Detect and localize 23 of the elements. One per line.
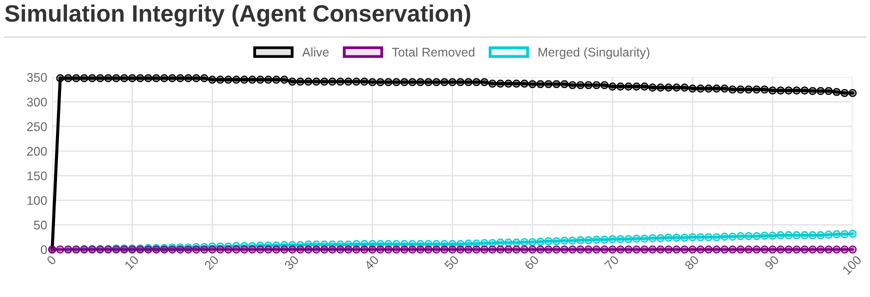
legend-label: Total Removed — [392, 47, 474, 57]
chart-title: Simulation Integrity (Agent Conservation) — [5, 4, 470, 27]
y-tick-label: 300 — [26, 98, 47, 106]
x-tick-label: 100 — [842, 254, 862, 275]
y-tick-label: 50 — [34, 220, 47, 230]
x-tick-label: 90 — [764, 254, 780, 270]
x-tick-label: 0 — [46, 254, 57, 266]
y-tick-label: 250 — [27, 122, 47, 132]
y-tick-label: 200 — [27, 146, 47, 156]
x-tick-label: 50 — [444, 254, 460, 270]
x-tick-label: 20 — [204, 254, 220, 270]
x-tick-label: 30 — [284, 254, 300, 270]
legend-label: Merged (Singularity) — [538, 47, 650, 60]
y-tick-label: 350 — [26, 73, 47, 82]
y-tick-label: 150 — [27, 171, 47, 180]
x-tick-label: 80 — [684, 254, 700, 270]
x-tick-label: 40 — [364, 254, 380, 270]
legend-label: Alive — [302, 47, 329, 57]
y-tick-label: 0 — [40, 245, 47, 254]
y-tick-label: 100 — [27, 196, 47, 205]
x-tick-label: 60 — [524, 254, 540, 270]
x-tick-label: 70 — [604, 254, 620, 270]
x-tick-label: 10 — [124, 254, 140, 270]
